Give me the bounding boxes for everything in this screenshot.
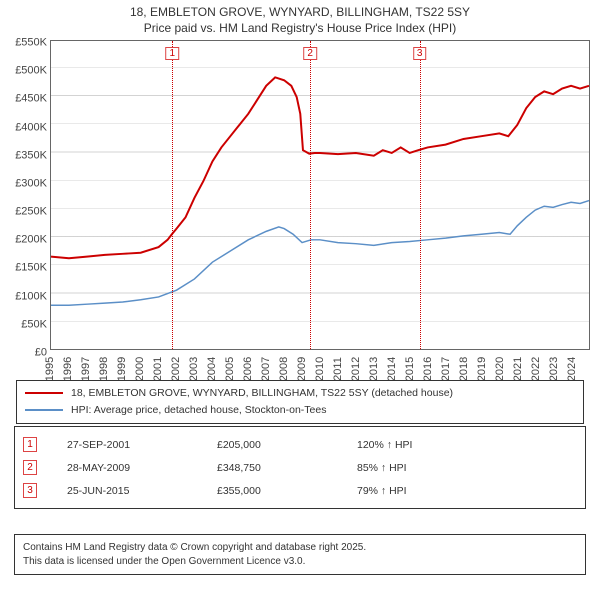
footnote: Contains HM Land Registry data © Crown c… (14, 534, 586, 575)
title-line-2: Price paid vs. HM Land Registry's House … (144, 21, 456, 35)
series-line (51, 77, 589, 258)
event-row: 1 27-SEP-2001 £205,000 120% ↑ HPI (23, 433, 577, 456)
legend-label: 18, EMBLETON GROVE, WYNYARD, BILLINGHAM,… (71, 385, 453, 402)
y-tick-label: £50K (2, 318, 47, 325)
chart: 1 2 3 £0 £50K £100K £150K £200K £250K £300K £350K… (0, 40, 600, 375)
footnote-line-1: Contains HM Land Registry data © Crown c… (23, 542, 366, 553)
event-date: 25-JUN-2015 (67, 485, 187, 497)
legend-item: HPI: Average price, detached house, Stoc… (25, 402, 575, 419)
y-tick-label: £200K (2, 234, 47, 241)
event-price: £355,000 (217, 485, 327, 497)
event-number: 1 (23, 437, 37, 452)
event-row: 2 28-MAY-2009 £348,750 85% ↑ HPI (23, 456, 577, 479)
event-marker-label: 1 (166, 47, 180, 60)
event-hpi: 120% ↑ HPI (357, 439, 577, 451)
legend-swatch (25, 392, 63, 394)
event-marker-label: 3 (413, 47, 427, 60)
event-hpi: 79% ↑ HPI (357, 485, 577, 497)
legend-item: 18, EMBLETON GROVE, WYNYARD, BILLINGHAM,… (25, 385, 575, 402)
y-tick-label: £400K (2, 121, 47, 128)
event-number: 2 (23, 460, 37, 475)
plot-area: 1 2 3 (50, 40, 590, 350)
event-row: 3 25-JUN-2015 £355,000 79% ↑ HPI (23, 479, 577, 502)
legend: 18, EMBLETON GROVE, WYNYARD, BILLINGHAM,… (16, 380, 584, 424)
event-price: £348,750 (217, 462, 327, 474)
legend-swatch (25, 409, 63, 411)
event-price: £205,000 (217, 439, 327, 451)
event-marker-label: 2 (303, 47, 317, 60)
y-tick-label: £100K (2, 290, 47, 297)
chart-svg (51, 41, 589, 349)
legend-label: HPI: Average price, detached house, Stoc… (71, 402, 326, 419)
event-date: 28-MAY-2009 (67, 462, 187, 474)
title-line-1: 18, EMBLETON GROVE, WYNYARD, BILLINGHAM,… (130, 5, 470, 19)
y-tick-label: £550K (2, 37, 47, 44)
y-tick-label: £250K (2, 206, 47, 213)
event-hpi: 85% ↑ HPI (357, 462, 577, 474)
event-number: 3 (23, 483, 37, 498)
y-tick-label: £150K (2, 262, 47, 269)
y-tick-label: £300K (2, 177, 47, 184)
event-date: 27-SEP-2001 (67, 439, 187, 451)
event-marker-line (172, 41, 173, 349)
y-tick-label: £450K (2, 93, 47, 100)
event-marker-line (310, 41, 311, 349)
chart-title: 18, EMBLETON GROVE, WYNYARD, BILLINGHAM,… (0, 0, 600, 36)
y-tick-label: £350K (2, 149, 47, 156)
y-tick-label: £500K (2, 65, 47, 72)
events-table: 1 27-SEP-2001 £205,000 120% ↑ HPI 2 28-MAY-20… (14, 426, 586, 509)
y-tick-label: £0 (2, 347, 47, 354)
event-marker-line (420, 41, 421, 349)
footnote-line-2: This data is licensed under the Open Gov… (23, 556, 305, 567)
